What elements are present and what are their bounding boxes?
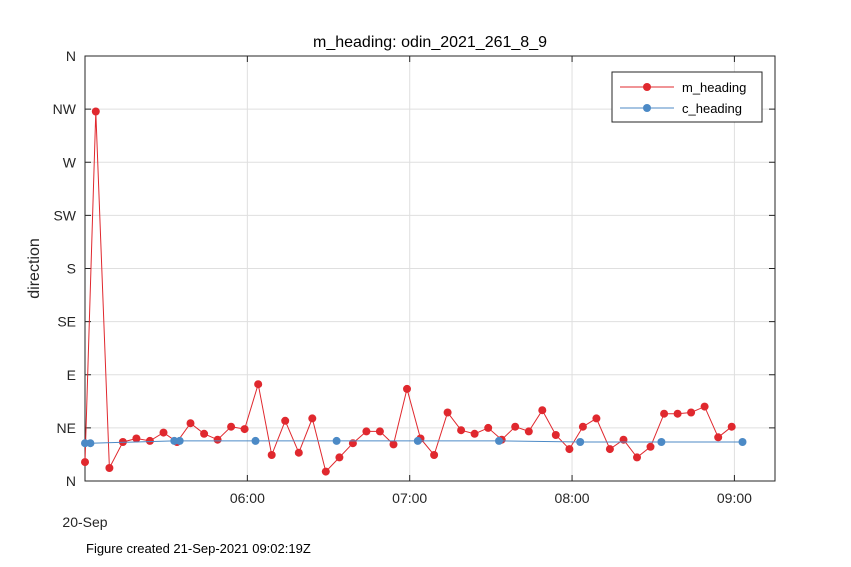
y-tick-label: SW — [53, 207, 76, 223]
data-point-m_heading — [457, 426, 466, 435]
data-point-m_heading — [335, 453, 344, 462]
data-point-c_heading — [413, 436, 422, 445]
data-point-m_heading — [700, 402, 709, 411]
legend-label: m_heading — [682, 80, 746, 95]
data-point-m_heading — [605, 445, 614, 454]
data-point-m_heading — [240, 425, 249, 434]
data-point-m_heading — [687, 408, 696, 417]
x-tick-label: 06:00 — [230, 490, 265, 506]
data-point-m_heading — [159, 428, 168, 437]
legend-swatch-marker — [643, 83, 651, 91]
data-point-m_heading — [673, 409, 682, 418]
data-point-m_heading — [389, 440, 398, 449]
data-point-m_heading — [294, 448, 303, 457]
data-point-c_heading — [251, 436, 260, 445]
data-point-m_heading — [81, 458, 89, 467]
x-tick-label: 09:00 — [717, 490, 752, 506]
legend-swatch-marker — [643, 104, 651, 112]
x-tick-label: 07:00 — [392, 490, 427, 506]
data-point-m_heading — [470, 429, 479, 438]
data-point-c_heading — [332, 436, 341, 445]
y-tick-label: S — [67, 261, 76, 277]
data-point-c_heading — [657, 438, 666, 446]
figure-created-footnote: Figure created 21-Sep-2021 09:02:19Z — [86, 541, 311, 556]
data-point-m_heading — [443, 408, 452, 417]
data-point-c_heading — [86, 439, 95, 448]
y-tick-label: SE — [57, 314, 76, 330]
data-point-m_heading — [578, 422, 587, 431]
x-tick-label: 08:00 — [555, 490, 590, 506]
data-point-m_heading — [619, 435, 628, 444]
data-point-m_heading — [213, 435, 222, 444]
chart-title: m_heading: odin_2021_261_8_9 — [313, 34, 547, 51]
legend-box — [611, 71, 763, 123]
data-point-c_heading — [738, 438, 747, 446]
data-point-m_heading — [646, 442, 655, 451]
data-point-m_heading — [592, 414, 601, 423]
data-point-m_heading — [145, 436, 154, 445]
data-point-m_heading — [91, 107, 100, 116]
data-point-c_heading — [495, 436, 503, 445]
legend-label: c_heading — [682, 101, 742, 116]
data-point-m_heading — [321, 467, 330, 476]
y-tick-label: W — [63, 154, 77, 170]
data-point-m_heading — [200, 429, 209, 438]
data-point-c_heading — [576, 438, 585, 446]
x-date-label: 20-Sep — [62, 514, 107, 530]
data-point-m_heading — [430, 451, 439, 459]
data-point-m_heading — [281, 416, 290, 425]
y-tick-label: N — [66, 48, 76, 64]
data-point-m_heading — [511, 422, 520, 431]
data-point-m_heading — [565, 445, 574, 454]
data-point-c_heading — [175, 436, 184, 445]
data-point-m_heading — [132, 434, 141, 443]
data-point-m_heading — [551, 431, 560, 439]
data-point-m_heading — [254, 380, 263, 389]
y-tick-label: E — [67, 367, 76, 383]
data-point-m_heading — [308, 414, 317, 423]
data-point-m_heading — [227, 422, 236, 431]
data-point-m_heading — [403, 384, 411, 393]
data-point-m_heading — [727, 422, 736, 431]
data-point-m_heading — [633, 453, 641, 462]
data-point-m_heading — [538, 406, 547, 415]
data-point-m_heading — [105, 464, 114, 472]
data-point-m_heading — [375, 427, 384, 436]
y-axis-label: direction — [26, 238, 43, 298]
data-point-m_heading — [267, 451, 276, 459]
data-point-m_heading — [484, 423, 493, 432]
y-tick-label: N — [66, 473, 76, 489]
y-tick-label: NE — [57, 420, 76, 436]
data-point-m_heading — [362, 427, 371, 436]
data-point-m_heading — [660, 409, 669, 418]
data-point-m_heading — [524, 427, 533, 436]
data-point-m_heading — [186, 419, 195, 428]
data-point-m_heading — [714, 433, 723, 442]
y-tick-label: NW — [53, 101, 77, 117]
